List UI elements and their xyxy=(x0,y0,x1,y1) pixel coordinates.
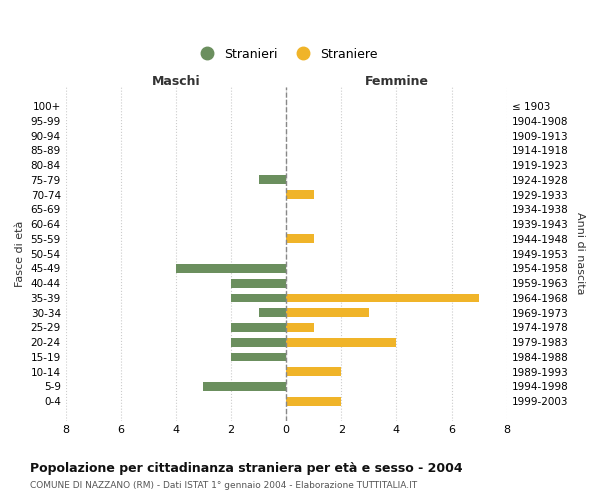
Bar xyxy=(286,368,341,376)
Bar xyxy=(286,308,369,317)
Bar xyxy=(259,308,286,317)
Text: Maschi: Maschi xyxy=(152,76,200,88)
Bar xyxy=(286,190,314,199)
Text: Femmine: Femmine xyxy=(364,76,428,88)
Bar xyxy=(286,397,341,406)
Bar xyxy=(231,323,286,332)
Bar xyxy=(176,264,286,273)
Y-axis label: Anni di nascita: Anni di nascita xyxy=(575,212,585,295)
Bar xyxy=(286,234,314,244)
Legend: Stranieri, Straniere: Stranieri, Straniere xyxy=(190,42,383,66)
Text: COMUNE DI NAZZANO (RM) - Dati ISTAT 1° gennaio 2004 - Elaborazione TUTTITALIA.IT: COMUNE DI NAZZANO (RM) - Dati ISTAT 1° g… xyxy=(30,481,417,490)
Bar xyxy=(203,382,286,391)
Bar xyxy=(286,338,397,346)
Bar xyxy=(231,338,286,346)
Bar xyxy=(286,323,314,332)
Y-axis label: Fasce di età: Fasce di età xyxy=(15,220,25,287)
Text: Popolazione per cittadinanza straniera per età e sesso - 2004: Popolazione per cittadinanza straniera p… xyxy=(30,462,463,475)
Bar xyxy=(259,176,286,184)
Bar xyxy=(231,352,286,362)
Bar xyxy=(231,294,286,302)
Bar xyxy=(231,278,286,287)
Bar xyxy=(286,294,479,302)
